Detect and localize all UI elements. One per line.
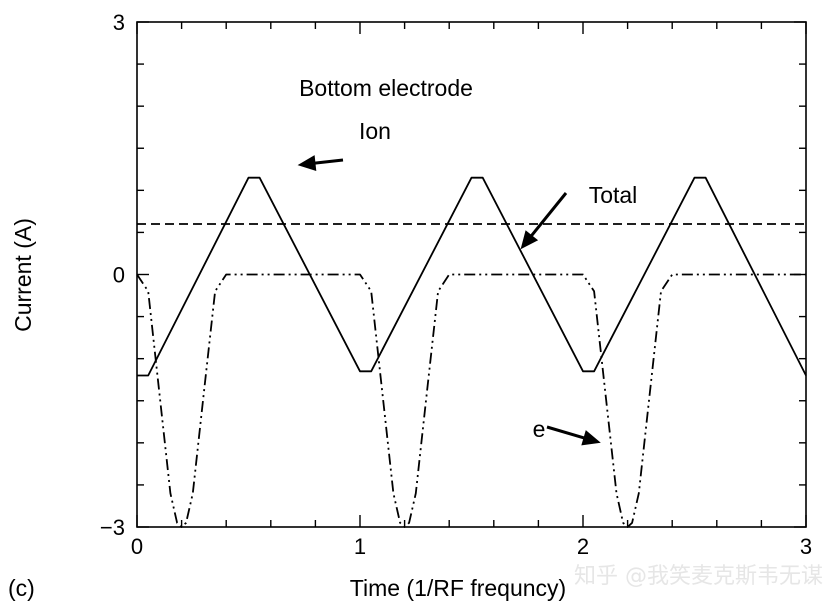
x-tick-label: 3 <box>800 534 812 559</box>
y-axis-label: Current (A) <box>10 218 36 332</box>
series-line-total <box>137 176 807 377</box>
x-tick-label: 0 <box>131 534 143 559</box>
series-line-e <box>136 273 806 528</box>
x-axis-label: Time (1/RF frequncy) <box>350 575 566 601</box>
y-tick-label: 0 <box>113 263 125 288</box>
annotation-e-arrow <box>546 425 588 441</box>
chart-title: Bottom electrode <box>299 75 473 101</box>
annotation-e-arrowhead <box>581 430 601 446</box>
annotation-ion-arrow <box>311 158 344 166</box>
x-tick-label: 1 <box>354 534 366 559</box>
annotation-ion-label: Ion <box>359 118 391 144</box>
plot-frame <box>136 21 807 528</box>
annotation-total-label: Total <box>589 182 638 208</box>
y-tick-label: 3 <box>113 10 125 35</box>
annotation-total-arrowhead <box>520 230 539 250</box>
panel-label: (c) <box>8 575 35 601</box>
watermark: 知乎 @我笑麦克斯韦无谋 <box>574 564 823 589</box>
annotation-total-arrow <box>528 192 568 240</box>
y-tick-label: −3 <box>100 515 125 540</box>
annotation-e-label: e <box>533 416 546 442</box>
annotation-ion-arrowhead <box>297 155 317 171</box>
x-tick-label: 2 <box>577 534 589 559</box>
